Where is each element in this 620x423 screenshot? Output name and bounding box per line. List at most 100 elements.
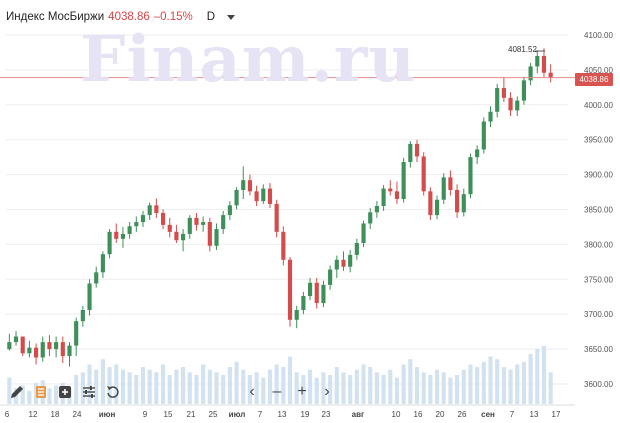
candle-body	[455, 189, 460, 213]
candle-body	[7, 342, 12, 350]
scroll-forward-button[interactable]: ›	[324, 383, 330, 400]
candle-body	[368, 212, 373, 224]
y-tick-label: 3950.00	[584, 136, 613, 145]
interval-selector[interactable]: D	[206, 11, 216, 23]
volume-bar	[461, 369, 466, 404]
candle-body	[34, 347, 39, 358]
candle-body	[167, 224, 172, 232]
instrument-title: Индекс МосБиржи	[6, 11, 105, 23]
candle-body	[127, 226, 132, 234]
x-tick-label: 25	[209, 410, 218, 419]
volume-bar	[27, 390, 32, 404]
volume-bar	[481, 361, 486, 404]
x-tick-label: 13	[278, 410, 287, 419]
volume-bar	[241, 369, 246, 404]
volume-bar	[94, 369, 99, 404]
candle-body	[67, 345, 72, 357]
candle-body	[381, 188, 386, 207]
candle-body	[140, 215, 146, 223]
volume-bar	[47, 388, 52, 404]
volume-bar	[221, 375, 226, 404]
zoom-in-button[interactable]: +	[297, 383, 307, 400]
candle-body	[234, 189, 239, 206]
volume-bar	[341, 372, 346, 404]
x-tick-label: 24	[73, 410, 82, 419]
volume-bar	[548, 372, 553, 404]
x-tick-label: 7	[510, 410, 515, 419]
volume-bar	[421, 372, 426, 404]
volume-bar	[100, 359, 105, 404]
volume-bar	[287, 356, 293, 404]
volume-bar	[154, 372, 159, 404]
candle-body	[434, 199, 440, 216]
volume-bar	[140, 367, 146, 404]
candle-body	[515, 100, 520, 111]
zoom-out-button[interactable]: –	[272, 383, 282, 400]
x-tick-label: 13	[530, 410, 539, 419]
volume-bar	[160, 364, 166, 404]
reset-icon[interactable]	[104, 383, 122, 401]
volume-bar	[181, 367, 186, 404]
candle-body	[147, 205, 152, 216]
x-tick-label: 9	[143, 410, 148, 419]
price-grid	[6, 34, 568, 385]
candle-body	[401, 162, 406, 200]
candle-body	[414, 143, 420, 157]
candle-body	[60, 342, 65, 357]
volume-bar	[254, 372, 259, 404]
volume-bar	[74, 375, 79, 404]
volume-bar	[508, 369, 513, 404]
volume-bar	[541, 346, 547, 404]
candle-body	[287, 259, 293, 320]
x-tick-label: 20	[436, 410, 445, 419]
x-tick-label: 12	[29, 410, 38, 419]
candle-body	[361, 223, 366, 244]
x-tick-label: 18	[51, 410, 60, 419]
volume-bar	[194, 375, 199, 404]
chart-header: Индекс МосБиржи 4038.86 –0.15% D	[6, 7, 236, 27]
y-tick-label: 3800.00	[584, 240, 613, 249]
add-indicator-icon[interactable]	[56, 383, 74, 401]
y-tick-label: 4050.00	[584, 66, 613, 75]
volume-bar	[80, 372, 85, 404]
candle-body	[194, 217, 199, 225]
volume-bar	[381, 375, 386, 404]
volume-bar	[521, 361, 526, 404]
x-tick-label: 10	[392, 410, 401, 419]
pencil-icon[interactable]	[8, 383, 26, 401]
price-badge: 4038.86	[575, 73, 613, 86]
candle-body	[114, 231, 119, 239]
scroll-back-button[interactable]: ‹	[249, 383, 255, 400]
x-tick-label: 7	[258, 410, 263, 419]
volume-bar	[267, 369, 273, 404]
candle-body	[441, 177, 446, 200]
volume-bar	[274, 364, 279, 404]
candle-body	[535, 55, 540, 67]
y-tick-label: 3750.00	[584, 275, 613, 284]
volume-bar	[535, 348, 540, 404]
x-tick-label: 17	[552, 410, 561, 419]
candle-body	[488, 111, 493, 122]
time-axis: 6 12 18 24 июн 9 15 21 25 июл 7 13 19 23 авг 10 16 20 26 се…	[0, 404, 575, 419]
layers-icon[interactable]	[32, 383, 50, 401]
candle-body	[47, 342, 52, 350]
candle-body	[187, 217, 192, 234]
chart-navigation: ‹ – + ›	[245, 380, 334, 404]
candle-body	[308, 282, 313, 297]
volume-bar	[348, 375, 353, 404]
candle-body	[448, 177, 453, 190]
volume-bar	[468, 364, 473, 404]
volume-bar	[294, 372, 299, 404]
candle-body	[174, 231, 179, 241]
candle-body	[160, 212, 166, 225]
settings-icon[interactable]	[80, 383, 98, 401]
candle-body	[475, 149, 480, 158]
volume-bar	[174, 369, 179, 404]
volume-bar	[187, 372, 192, 404]
candle-body	[80, 310, 85, 322]
volume-bar	[207, 369, 212, 404]
chevron-down-icon[interactable]	[227, 14, 236, 20]
volume-bar	[314, 377, 319, 404]
volume-bar	[134, 375, 139, 404]
volume-bar	[54, 385, 59, 404]
